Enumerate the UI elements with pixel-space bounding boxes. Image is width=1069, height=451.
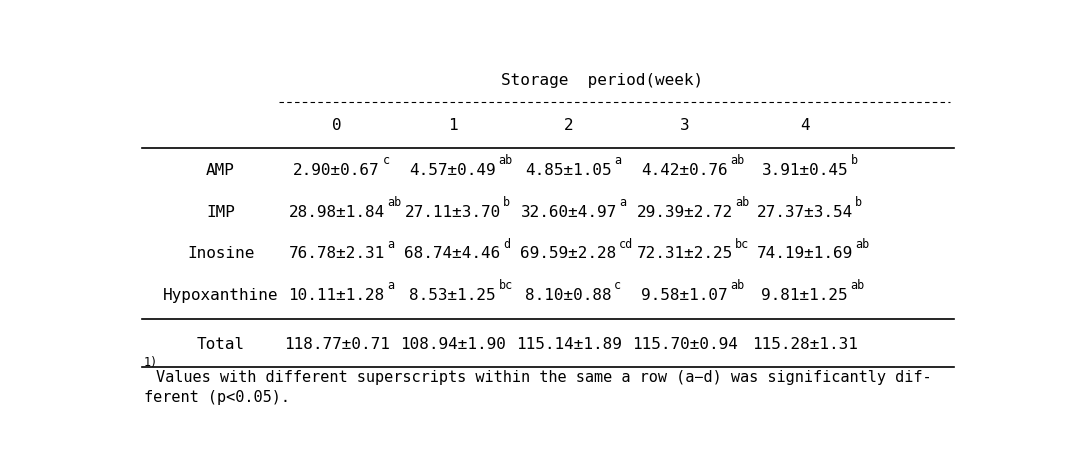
Text: 27.37±3.54: 27.37±3.54 (757, 205, 853, 220)
Text: 2.90±0.67: 2.90±0.67 (293, 163, 379, 178)
Text: bc: bc (735, 238, 749, 251)
Text: 1): 1) (143, 356, 158, 369)
Text: c: c (383, 154, 389, 167)
Text: b: b (503, 196, 510, 209)
Text: ab: ab (735, 196, 749, 209)
Text: 4.85±1.05: 4.85±1.05 (525, 163, 611, 178)
Text: 27.11±3.70: 27.11±3.70 (404, 205, 500, 220)
Text: ab: ab (855, 238, 869, 251)
Text: 72.31±2.25: 72.31±2.25 (636, 246, 732, 261)
Text: 69.59±2.28: 69.59±2.28 (521, 246, 617, 261)
Text: Storage  period(week): Storage period(week) (500, 73, 702, 87)
Text: 108.94±1.90: 108.94±1.90 (400, 336, 506, 352)
Text: 32.60±4.97: 32.60±4.97 (521, 205, 617, 220)
Text: a: a (615, 154, 621, 167)
Text: 8.53±1.25: 8.53±1.25 (409, 288, 496, 303)
Text: 0: 0 (331, 118, 341, 133)
Text: 9.58±1.07: 9.58±1.07 (641, 288, 728, 303)
Text: 115.14±1.89: 115.14±1.89 (515, 336, 621, 352)
Text: Total: Total (197, 336, 245, 352)
Text: a: a (387, 238, 394, 251)
Text: 115.28±1.31: 115.28±1.31 (752, 336, 857, 352)
Text: 8.10±0.88: 8.10±0.88 (525, 288, 611, 303)
Text: 4.57±0.49: 4.57±0.49 (409, 163, 496, 178)
Text: 29.39±2.72: 29.39±2.72 (636, 205, 732, 220)
Text: Values with different superscripts within the same a row (a−d) was significantly: Values with different superscripts withi… (156, 370, 931, 385)
Text: bc: bc (498, 279, 513, 292)
Text: 3: 3 (680, 118, 690, 133)
Text: c: c (615, 279, 621, 292)
Text: 9.81±1.25: 9.81±1.25 (761, 288, 848, 303)
Text: b: b (851, 154, 857, 167)
Text: 4.42±0.76: 4.42±0.76 (641, 163, 728, 178)
Text: Inosine: Inosine (187, 246, 254, 261)
Text: AMP: AMP (206, 163, 235, 178)
Text: 3.91±0.45: 3.91±0.45 (761, 163, 848, 178)
Text: 1: 1 (448, 118, 458, 133)
Text: ab: ab (387, 196, 402, 209)
Text: ab: ab (730, 154, 745, 167)
Text: 118.77±0.71: 118.77±0.71 (283, 336, 389, 352)
Text: a: a (619, 196, 626, 209)
Text: 74.19±1.69: 74.19±1.69 (757, 246, 853, 261)
Text: 68.74±4.46: 68.74±4.46 (404, 246, 500, 261)
Text: 2: 2 (563, 118, 573, 133)
Text: IMP: IMP (206, 205, 235, 220)
Text: a: a (387, 279, 394, 292)
Text: ferent (p<0.05).: ferent (p<0.05). (143, 391, 290, 405)
Text: 28.98±1.84: 28.98±1.84 (289, 205, 385, 220)
Text: Hypoxanthine: Hypoxanthine (162, 288, 278, 303)
Text: ab: ab (851, 279, 865, 292)
Text: ab: ab (730, 279, 745, 292)
Text: d: d (503, 238, 510, 251)
Text: b: b (855, 196, 863, 209)
Text: cd: cd (619, 238, 634, 251)
Text: ab: ab (498, 154, 513, 167)
Text: 115.70±0.94: 115.70±0.94 (632, 336, 738, 352)
Text: 10.11±1.28: 10.11±1.28 (289, 288, 385, 303)
Text: 76.78±2.31: 76.78±2.31 (289, 246, 385, 261)
Text: 4: 4 (800, 118, 809, 133)
